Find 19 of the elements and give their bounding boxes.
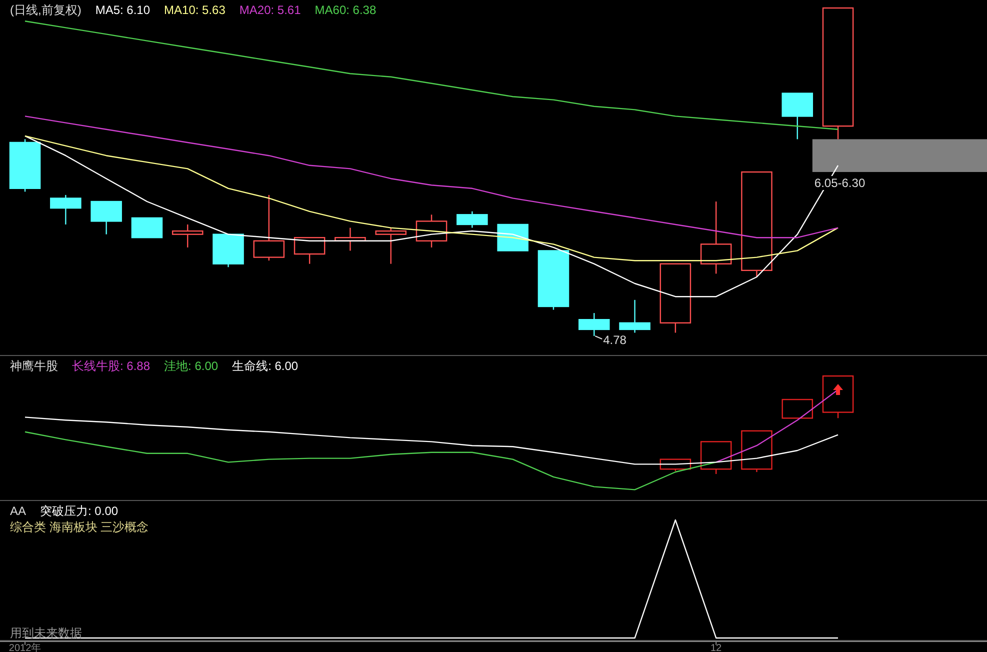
annotation: 用到未来数据 xyxy=(10,626,82,640)
chart-title: 神鹰牛股 xyxy=(10,359,58,373)
band-label: 6.05-6.30 xyxy=(814,176,866,190)
legend: MA10: 5.63 xyxy=(164,3,226,17)
legend: 生命线: 6.00 xyxy=(232,359,298,373)
chart-title: (日线,前复权) xyxy=(10,3,82,17)
candlestick xyxy=(172,224,204,248)
legend: 突破压力: 0.00 xyxy=(40,504,118,518)
legend: MA5: 6.10 xyxy=(95,3,150,17)
legend: MA60: 6.38 xyxy=(314,3,376,17)
annotation: 4.78 xyxy=(603,333,627,347)
chart-title: AA xyxy=(10,504,26,518)
legend: 长线牛股: 6.88 xyxy=(72,359,150,373)
x-tick-label: 2012年 xyxy=(8,642,42,652)
legend: MA20: 5.61 xyxy=(239,3,301,17)
candlestick xyxy=(375,227,407,264)
x-tick-label: 12 xyxy=(710,643,722,652)
legend: 洼地: 6.00 xyxy=(164,359,218,373)
chart-subtitle: 综合类 海南板块 三沙概念 xyxy=(10,520,149,534)
